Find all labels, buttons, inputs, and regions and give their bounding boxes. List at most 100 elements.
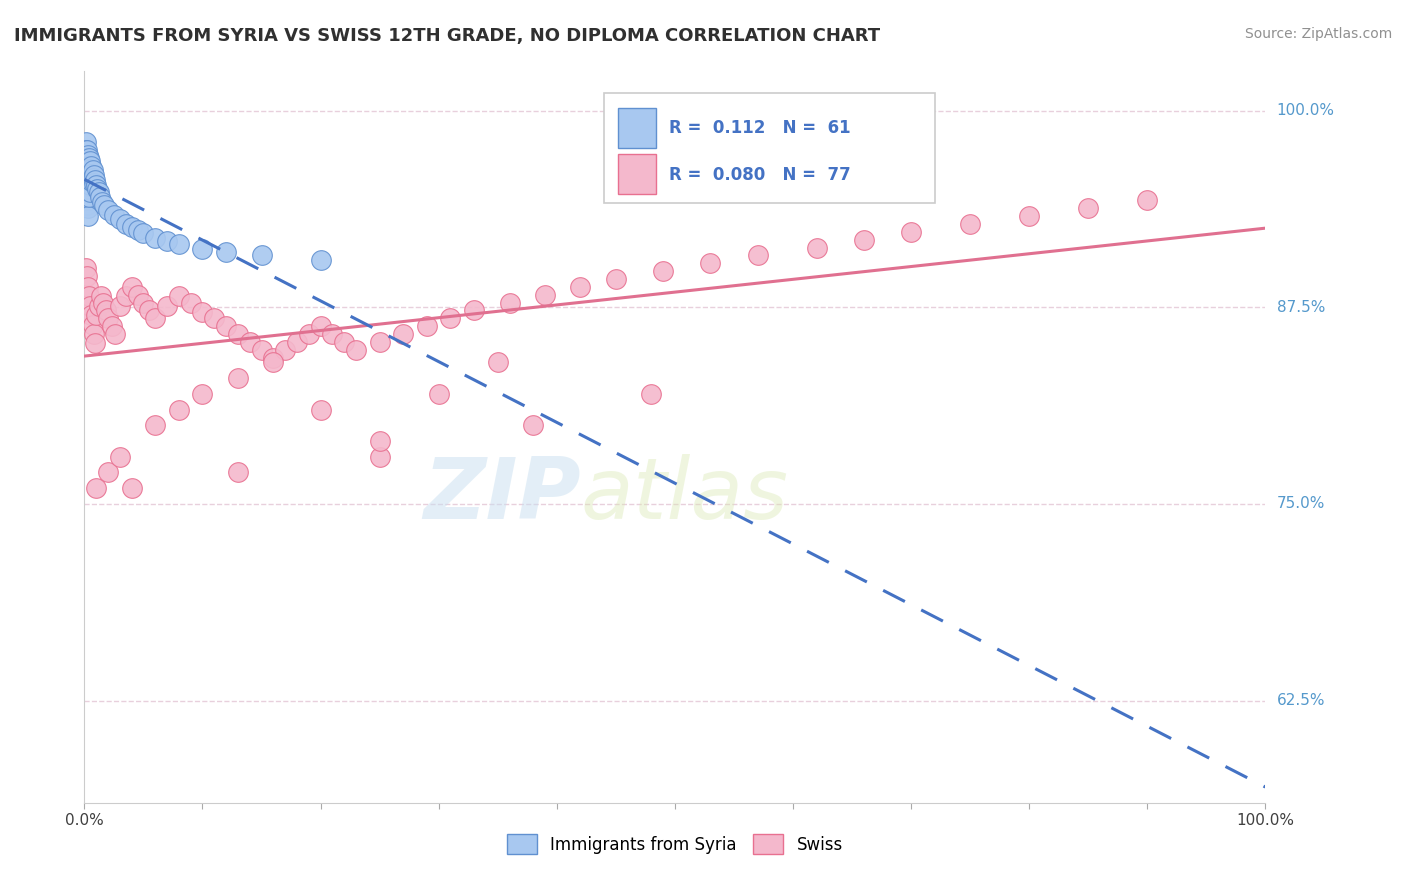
Point xyxy=(87,299,110,313)
Point xyxy=(76,190,98,204)
Point xyxy=(143,311,166,326)
Point xyxy=(76,151,98,165)
Point xyxy=(79,169,101,184)
Point xyxy=(77,161,100,176)
Point xyxy=(80,167,103,181)
Point xyxy=(167,237,190,252)
Point xyxy=(368,334,391,349)
Point xyxy=(852,233,875,247)
Point xyxy=(250,248,273,262)
Point xyxy=(226,466,249,480)
Point xyxy=(191,242,214,256)
Point xyxy=(79,186,101,200)
Point xyxy=(84,178,107,192)
Point xyxy=(80,159,103,173)
Point xyxy=(94,303,117,318)
Point xyxy=(569,280,592,294)
Point xyxy=(77,174,100,188)
Text: Source: ZipAtlas.com: Source: ZipAtlas.com xyxy=(1244,27,1392,41)
Point xyxy=(77,194,100,208)
Point xyxy=(75,151,97,165)
Text: R =  0.112   N =  61: R = 0.112 N = 61 xyxy=(669,119,851,136)
Point xyxy=(640,387,662,401)
Point xyxy=(534,287,557,301)
Point xyxy=(79,154,101,169)
Point xyxy=(309,319,332,334)
Point xyxy=(262,355,284,369)
Point xyxy=(83,176,105,190)
Point xyxy=(522,418,544,433)
Point xyxy=(76,167,98,181)
Point xyxy=(439,311,461,326)
Point xyxy=(309,402,332,417)
Legend: Immigrants from Syria, Swiss: Immigrants from Syria, Swiss xyxy=(501,828,849,860)
Point xyxy=(86,182,108,196)
Point xyxy=(77,147,100,161)
Point xyxy=(83,168,105,182)
Point xyxy=(156,299,179,313)
Point xyxy=(84,173,107,187)
Point xyxy=(215,245,238,260)
Point xyxy=(274,343,297,357)
Point xyxy=(114,289,136,303)
Point xyxy=(108,299,131,313)
Point xyxy=(108,450,131,464)
Point xyxy=(76,198,98,212)
Bar xyxy=(619,154,657,194)
Point xyxy=(127,287,149,301)
Point xyxy=(77,182,100,196)
Point xyxy=(79,161,101,176)
Point xyxy=(226,371,249,385)
Point xyxy=(103,207,125,221)
Point xyxy=(1018,209,1040,223)
Point xyxy=(75,260,97,275)
Point xyxy=(89,190,111,204)
Point xyxy=(91,295,114,310)
Point xyxy=(605,272,627,286)
Point xyxy=(77,167,100,181)
Point xyxy=(91,194,114,209)
Point xyxy=(368,450,391,464)
Point xyxy=(486,355,509,369)
Text: IMMIGRANTS FROM SYRIA VS SWISS 12TH GRADE, NO DIPLOMA CORRELATION CHART: IMMIGRANTS FROM SYRIA VS SWISS 12TH GRAD… xyxy=(14,27,880,45)
Point xyxy=(309,253,332,268)
Text: 75.0%: 75.0% xyxy=(1277,497,1324,511)
Point xyxy=(298,326,321,341)
Point xyxy=(77,209,100,223)
Point xyxy=(104,326,127,341)
Point xyxy=(368,434,391,448)
Point xyxy=(1136,194,1159,208)
Point xyxy=(167,402,190,417)
Point xyxy=(114,217,136,231)
Point xyxy=(108,212,131,227)
Point xyxy=(156,234,179,248)
Point xyxy=(392,326,415,341)
Point xyxy=(75,143,97,157)
Point xyxy=(498,295,520,310)
Point xyxy=(77,201,100,215)
Point xyxy=(127,223,149,237)
Point xyxy=(76,159,98,173)
Point xyxy=(75,135,97,149)
FancyBboxPatch shape xyxy=(605,94,935,203)
Point xyxy=(285,334,308,349)
Point xyxy=(82,171,104,186)
Point xyxy=(900,225,922,239)
Point xyxy=(87,186,110,200)
Point xyxy=(77,190,100,204)
Point xyxy=(90,289,112,303)
Bar xyxy=(619,108,657,148)
Point xyxy=(76,268,98,283)
Text: ZIP: ZIP xyxy=(423,454,581,537)
Point xyxy=(79,299,101,313)
Point xyxy=(82,163,104,178)
Point xyxy=(97,466,120,480)
Point xyxy=(262,351,284,365)
Point xyxy=(82,318,104,332)
Point xyxy=(77,280,100,294)
Point xyxy=(333,334,356,349)
Point xyxy=(202,311,225,326)
Point xyxy=(121,280,143,294)
Point xyxy=(75,169,97,184)
Point xyxy=(250,343,273,357)
